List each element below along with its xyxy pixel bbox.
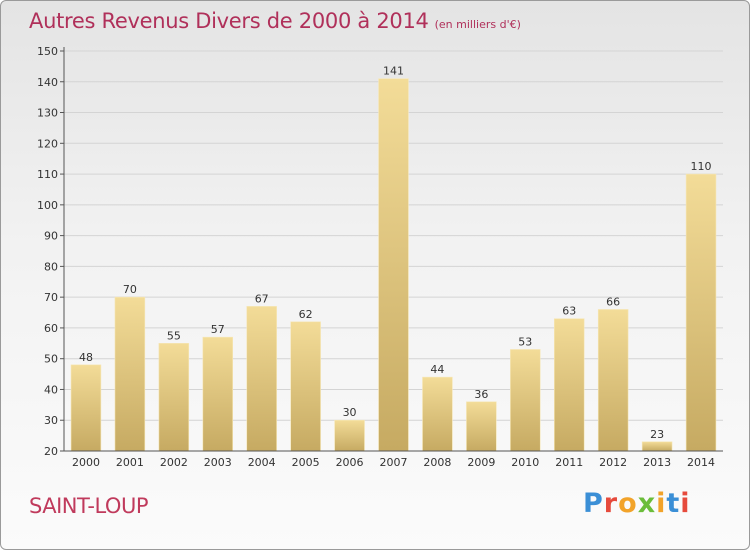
- data-label: 36: [474, 388, 488, 401]
- x-tick-label: 2000: [72, 456, 100, 469]
- chart-title: Autres Revenus Divers de 2000 à 2014 (en …: [29, 9, 521, 33]
- logo-letter: i: [656, 488, 667, 519]
- x-tick-label: 2006: [336, 456, 364, 469]
- bar-2007: [378, 78, 409, 452]
- bar-2003: [202, 336, 234, 452]
- x-tick-label: 2014: [687, 456, 715, 469]
- bar-2006: [334, 419, 365, 452]
- data-label: 23: [650, 428, 664, 441]
- chart-title-text: Autres Revenus Divers de 2000 à 2014: [29, 9, 429, 33]
- x-tick-label: 2012: [599, 456, 627, 469]
- bar-2005: [290, 321, 321, 452]
- x-tick-label: 2004: [248, 456, 276, 469]
- x-tick-label: 2003: [204, 456, 232, 469]
- y-tick-label: 80: [44, 260, 58, 273]
- y-tick-label: 20: [44, 445, 58, 458]
- y-tick-label: 30: [44, 414, 58, 427]
- y-tick-label: 140: [37, 76, 58, 89]
- y-tick-label: 150: [37, 45, 58, 58]
- logo-letter: t: [666, 488, 681, 519]
- y-tick-label: 110: [37, 168, 58, 181]
- bar-2002: [158, 343, 190, 452]
- data-label: 66: [606, 295, 620, 308]
- logo-letter: o: [618, 488, 638, 519]
- data-label: 48: [79, 351, 93, 364]
- x-tick-label: 2005: [292, 456, 320, 469]
- data-label: 62: [299, 308, 313, 321]
- x-tick-label: 2009: [467, 456, 495, 469]
- logo-letter: x: [637, 488, 657, 519]
- data-label: 70: [123, 283, 137, 296]
- data-label: 44: [430, 363, 444, 376]
- data-label: 57: [211, 323, 225, 336]
- logo-letter: i: [680, 488, 691, 519]
- data-label: 55: [167, 329, 181, 342]
- x-tick-label: 2002: [160, 456, 188, 469]
- bar-2010: [510, 349, 541, 452]
- y-tick-label: 130: [37, 107, 58, 120]
- y-tick-label: 100: [37, 199, 58, 212]
- y-tick-label: 60: [44, 322, 58, 335]
- data-label: 63: [562, 305, 576, 318]
- logo-letter: P: [583, 488, 604, 519]
- bar-2000: [70, 364, 102, 452]
- bar-2001: [114, 296, 146, 452]
- bar-2004: [246, 306, 277, 452]
- logo-letter: r: [603, 488, 619, 519]
- x-tick-label: 2001: [116, 456, 144, 469]
- data-labels: 48 70 55 57 67 62 30 141 44 36 53 63 66 23 110: [79, 65, 712, 441]
- bar-2008: [422, 376, 453, 452]
- data-label: 141: [383, 65, 404, 78]
- y-tick-label: 50: [44, 353, 58, 366]
- y-tick-label: 40: [44, 383, 58, 396]
- data-label: 53: [518, 335, 532, 348]
- y-tick-label: 120: [37, 137, 58, 150]
- bar-2009: [466, 401, 497, 452]
- x-tick-label: 2007: [380, 456, 408, 469]
- data-label: 67: [255, 292, 269, 305]
- x-tick-label: 2011: [555, 456, 583, 469]
- place-name: SAINT-LOUP: [29, 494, 148, 518]
- bar-2011: [553, 318, 585, 452]
- data-label: 30: [343, 406, 357, 419]
- bar-2013: [641, 441, 673, 452]
- x-tick-label: 2008: [423, 456, 451, 469]
- proxiti-logo: Proxiti: [583, 488, 691, 519]
- y-tick-label: 90: [44, 230, 58, 243]
- x-tick-label: 2013: [643, 456, 671, 469]
- axes: 20 30 40 50 60 70 80 90 100 110 120 130 140 150 2000 20…: [37, 45, 723, 469]
- data-label: 110: [691, 160, 712, 173]
- bar-2014: [685, 173, 717, 452]
- x-tick-label: 2010: [511, 456, 539, 469]
- bar-2012: [597, 309, 629, 452]
- chart-subtitle: (en milliers d'€): [434, 18, 521, 31]
- bars: [70, 78, 717, 452]
- y-tick-label: 70: [44, 291, 58, 304]
